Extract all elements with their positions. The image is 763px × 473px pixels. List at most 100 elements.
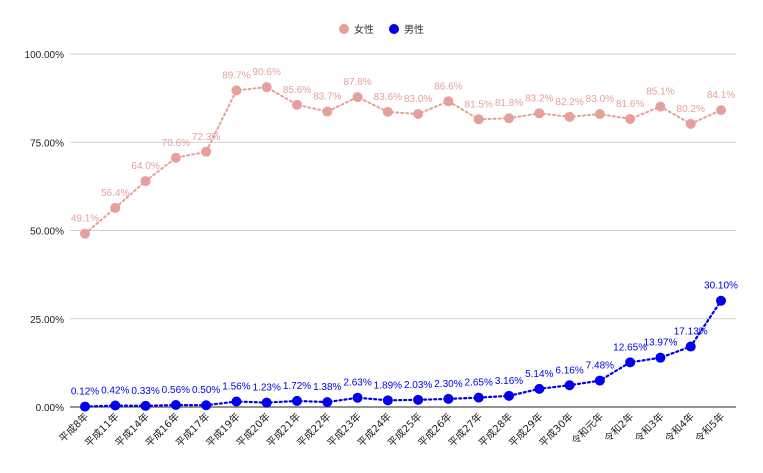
- data-label: 2.63%: [343, 378, 371, 389]
- data-label: 64.0%: [131, 161, 159, 172]
- data-label: 84.1%: [707, 90, 735, 101]
- data-label: 81.6%: [616, 99, 644, 110]
- data-label: 17.13%: [674, 327, 708, 338]
- y-tick-label: 100.00%: [25, 50, 65, 61]
- x-tick-label: 平成30年: [536, 410, 575, 449]
- data-point: [231, 396, 242, 407]
- data-label: 1.89%: [374, 380, 402, 391]
- data-point: [473, 114, 484, 125]
- data-label: 82.2%: [555, 97, 583, 108]
- data-label: 86.6%: [434, 81, 462, 92]
- data-point: [170, 152, 181, 163]
- data-label: 5.14%: [525, 369, 553, 380]
- data-point: [504, 113, 514, 124]
- legend-marker: [339, 24, 349, 34]
- data-point: [655, 101, 666, 112]
- x-tick-label: 令和3年: [632, 410, 667, 445]
- data-label: 30.10%: [704, 281, 738, 292]
- data-label: 1.72%: [283, 381, 311, 392]
- data-label: 89.7%: [222, 70, 250, 81]
- data-point: [110, 400, 121, 411]
- data-point: [261, 397, 272, 408]
- data-point: [201, 146, 212, 157]
- data-point: [534, 383, 545, 394]
- data-label: 90.6%: [253, 67, 281, 78]
- data-label: 0.33%: [131, 386, 159, 397]
- data-point: [382, 395, 393, 406]
- y-tick-label: 75.00%: [30, 138, 64, 149]
- data-point: [80, 228, 90, 239]
- data-point: [292, 395, 302, 406]
- data-label: 49.1%: [71, 214, 99, 225]
- data-point: [685, 341, 696, 352]
- data-point: [625, 113, 636, 124]
- data-label: 72.3%: [192, 132, 220, 143]
- data-point: [534, 108, 545, 119]
- data-label: 13.97%: [643, 338, 677, 349]
- data-point: [231, 85, 242, 96]
- data-label: 6.16%: [555, 365, 583, 376]
- data-label: 85.1%: [646, 87, 674, 98]
- data-label: 83.2%: [525, 93, 553, 104]
- data-point: [716, 295, 726, 306]
- data-label: 70.6%: [162, 138, 190, 149]
- data-label: 3.16%: [495, 376, 523, 387]
- data-point: [473, 392, 484, 403]
- data-point: [443, 393, 454, 404]
- data-point: [292, 99, 302, 110]
- x-tick-label: 令和2年: [601, 410, 636, 445]
- data-label: 80.2%: [677, 104, 705, 115]
- legend-label: 男性: [404, 23, 424, 36]
- data-label: 1.38%: [313, 382, 341, 393]
- data-label: 1.56%: [222, 381, 250, 392]
- data-point: [716, 105, 726, 116]
- data-point: [504, 390, 514, 401]
- data-point: [625, 357, 636, 368]
- data-label: 2.03%: [404, 380, 432, 391]
- data-label: 87.8%: [343, 77, 371, 88]
- data-point: [594, 109, 605, 120]
- series-line-female: [84, 86, 722, 235]
- data-label: 0.56%: [162, 385, 190, 396]
- y-tick-label: 0.00%: [36, 403, 64, 414]
- data-point: [594, 375, 605, 386]
- data-point: [413, 109, 424, 120]
- data-label: 83.6%: [374, 92, 402, 103]
- data-point: [564, 380, 575, 391]
- y-tick-label: 50.00%: [30, 227, 64, 238]
- data-label: 83.0%: [586, 94, 614, 105]
- data-point: [201, 400, 212, 411]
- data-point: [110, 202, 121, 213]
- data-point: [352, 392, 363, 403]
- data-point: [685, 118, 696, 129]
- data-label: 56.4%: [101, 188, 129, 199]
- data-label: 1.23%: [253, 383, 281, 394]
- data-point: [413, 394, 424, 405]
- data-label: 83.0%: [404, 94, 432, 105]
- legend-label: 女性: [354, 23, 374, 36]
- data-label: 7.48%: [586, 361, 614, 372]
- data-point: [322, 106, 333, 117]
- data-label: 2.30%: [434, 379, 462, 390]
- data-label: 85.6%: [283, 85, 311, 96]
- x-tick-label: 令和元年: [569, 410, 606, 447]
- data-label: 12.65%: [613, 342, 647, 353]
- x-tick-label: 令和5年: [692, 410, 727, 445]
- data-point: [655, 352, 666, 363]
- data-label: 81.5%: [465, 99, 493, 110]
- data-point: [80, 401, 90, 412]
- data-label: 81.8%: [495, 98, 523, 109]
- data-point: [322, 397, 333, 408]
- data-label: 2.65%: [465, 378, 493, 389]
- series-line-male: [83, 299, 723, 408]
- data-label: 0.12%: [71, 387, 99, 398]
- data-label: 0.42%: [101, 386, 129, 397]
- data-label: 83.7%: [313, 92, 341, 103]
- data-point: [443, 96, 454, 107]
- data-point: [140, 176, 151, 187]
- data-point: [140, 400, 151, 411]
- legend-marker: [389, 24, 399, 34]
- data-point: [170, 400, 181, 411]
